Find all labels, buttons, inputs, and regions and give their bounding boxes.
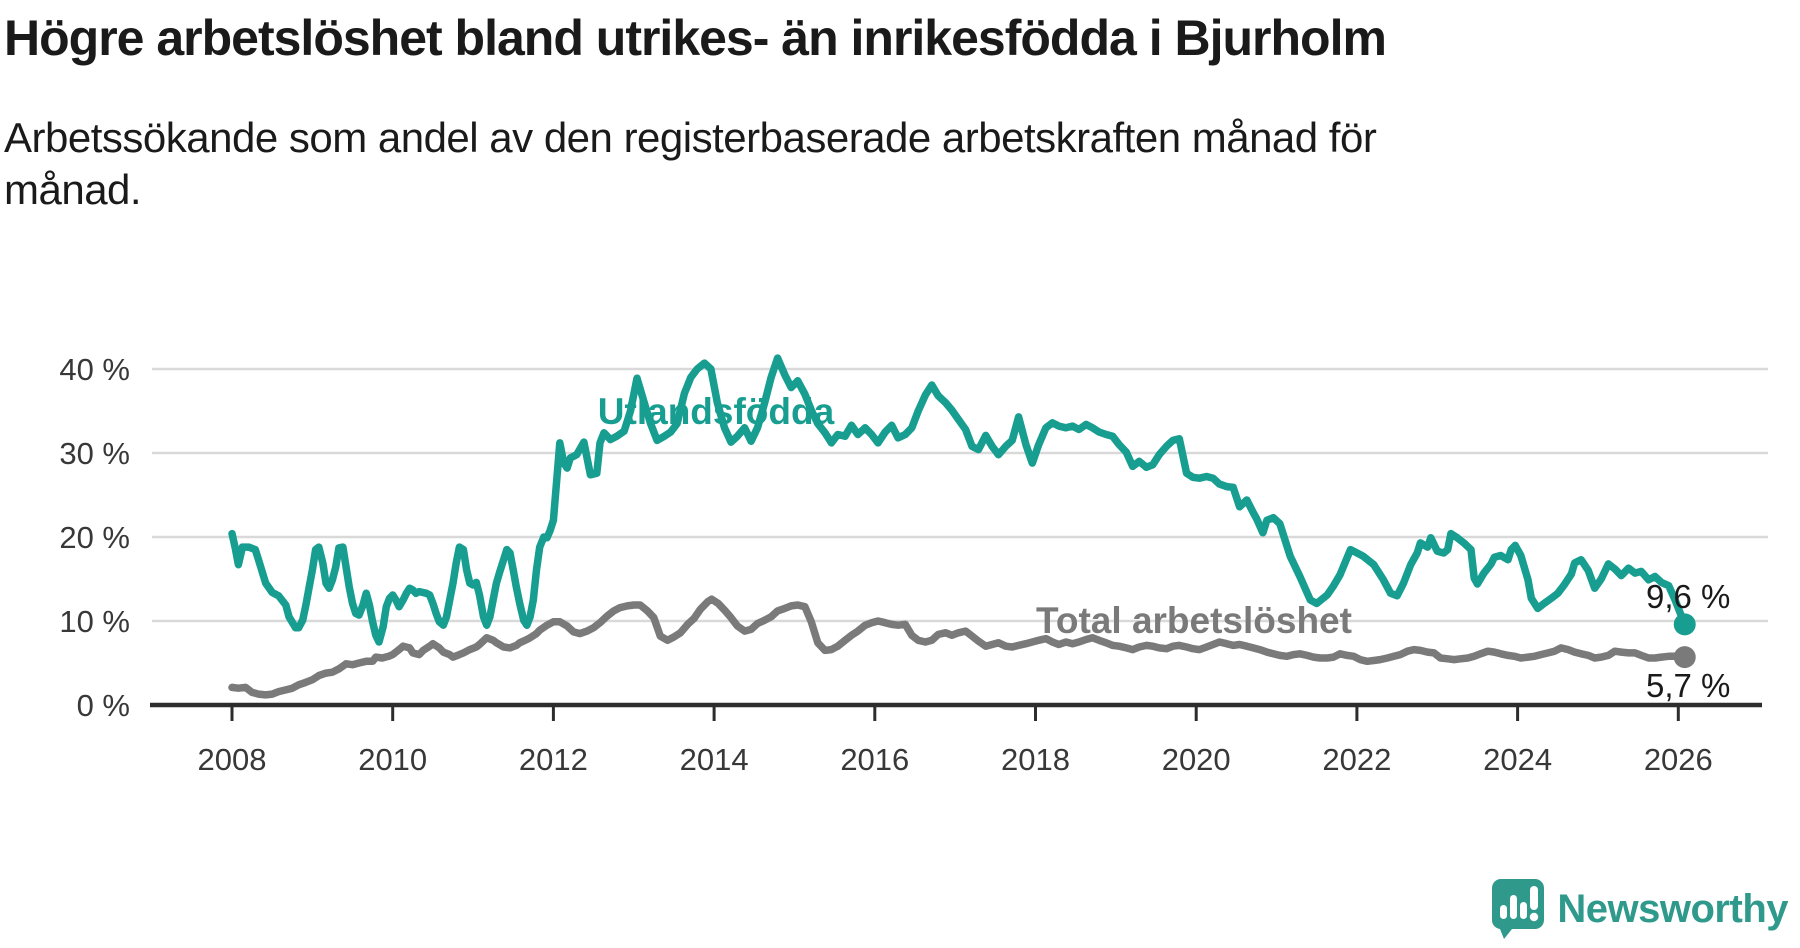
series-line-total — [228, 595, 1689, 699]
bar-small-icon — [1500, 905, 1508, 919]
exclamation-dot-icon — [1530, 912, 1539, 922]
bar-medium-icon — [1520, 902, 1528, 919]
exclamation-bar-icon — [1530, 886, 1539, 910]
x-tick-label: 2016 — [840, 742, 909, 777]
series-label: Utlandsfödda — [598, 391, 835, 432]
x-tick-label: 2020 — [1162, 742, 1231, 777]
y-tick-label: 30 % — [59, 436, 130, 471]
y-tick-label: 40 % — [59, 352, 130, 387]
x-tick-label: 2024 — [1483, 742, 1552, 777]
newsworthy-logo: Newsworthy — [1491, 878, 1788, 940]
y-tick-label: 0 % — [77, 688, 130, 723]
x-tick-label: 2018 — [1001, 742, 1070, 777]
series-end-value-label: 9,6 % — [1646, 578, 1730, 615]
bar-tall-icon — [1510, 895, 1518, 919]
x-tick-label: 2026 — [1644, 742, 1713, 777]
series-end-dot — [1673, 646, 1696, 669]
y-tick-label: 20 % — [59, 520, 130, 555]
page-title: Högre arbetslöshet bland utrikes- än inr… — [4, 10, 1387, 66]
newsworthy-icon — [1492, 879, 1545, 939]
series-line-utlandsfodda — [228, 354, 1689, 646]
x-tick-label: 2022 — [1322, 742, 1391, 777]
x-tick-label: 2008 — [198, 742, 267, 777]
x-tick-label: 2012 — [519, 742, 588, 777]
y-tick-label: 10 % — [59, 604, 130, 639]
chart-subtitle: Arbetssökande som andel av den registerb… — [4, 114, 1377, 214]
x-tick-label: 2010 — [358, 742, 427, 777]
series-end-dot — [1673, 613, 1696, 636]
series-label: Total arbetslöshet — [1036, 600, 1352, 641]
x-tick-label: 2014 — [680, 742, 749, 777]
series-end-value-label: 5,7 % — [1646, 667, 1730, 704]
brand-name: Newsworthy — [1557, 886, 1788, 931]
